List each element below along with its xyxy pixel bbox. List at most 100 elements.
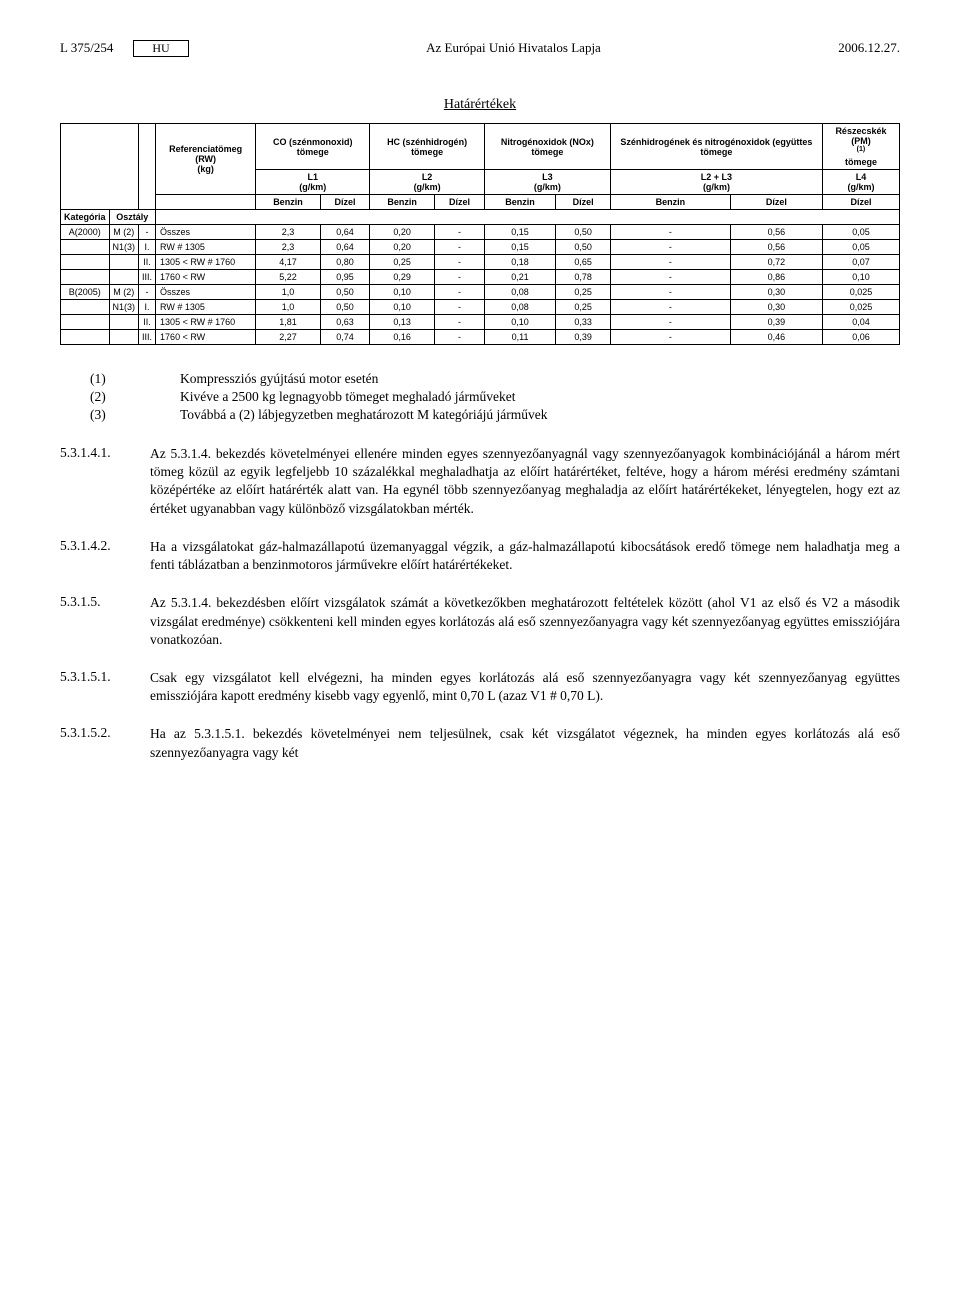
table-cell: I. bbox=[139, 240, 156, 255]
table-cell: 0,72 bbox=[730, 255, 822, 270]
table-cell: 0,29 bbox=[370, 270, 435, 285]
table-row: B(2005)M (2)-Összes1,00,500,10-0,080,25-… bbox=[61, 285, 900, 300]
table-cell: - bbox=[610, 330, 730, 345]
table-cell: 0,63 bbox=[320, 315, 370, 330]
paragraph: 5.3.1.5.Az 5.3.1.4. bekezdésben előírt v… bbox=[60, 594, 900, 649]
fuel-dizel-4: Dízel bbox=[730, 195, 822, 210]
table-row: II.1305 < RW # 17601,810,630,13-0,100,33… bbox=[61, 315, 900, 330]
table-cell: II. bbox=[139, 255, 156, 270]
table-cell bbox=[61, 270, 110, 285]
col-L2: L2(g/km) bbox=[370, 170, 485, 195]
table-cell: - bbox=[435, 240, 485, 255]
table-cell: - bbox=[610, 225, 730, 240]
footnote: (2)Kivéve a 2500 kg legnagyobb tömeget m… bbox=[90, 389, 900, 405]
table-cell: 0,05 bbox=[822, 240, 899, 255]
table-cell: 0,10 bbox=[484, 315, 555, 330]
col-pm: Részecskék (PM)(1)tömege bbox=[822, 124, 899, 170]
table-row: II.1305 < RW # 17604,170,800,25-0,180,65… bbox=[61, 255, 900, 270]
table-cell: Összes bbox=[156, 225, 256, 240]
fuel-benzin-1: Benzin bbox=[256, 195, 321, 210]
table-cell: III. bbox=[139, 270, 156, 285]
table-cell: 0,08 bbox=[484, 300, 555, 315]
paragraph-number: 5.3.1.5. bbox=[60, 594, 150, 649]
table-cell: 0,64 bbox=[320, 240, 370, 255]
footnote: (1)Kompressziós gyújtású motor esetén bbox=[90, 371, 900, 387]
table-cell: - bbox=[610, 300, 730, 315]
fuel-dizel-2: Dízel bbox=[435, 195, 485, 210]
page-header: L 375/254 HU Az Európai Unió Hivatalos L… bbox=[60, 40, 900, 57]
table-cell: 1,0 bbox=[256, 300, 321, 315]
table-cell: 1305 < RW # 1760 bbox=[156, 255, 256, 270]
fuel-dizel-5: Dízel bbox=[822, 195, 899, 210]
fuel-benzin-2: Benzin bbox=[370, 195, 435, 210]
footnote-text: Kivéve a 2500 kg legnagyobb tömeget megh… bbox=[180, 389, 516, 405]
table-cell: 0,07 bbox=[822, 255, 899, 270]
table-cell: Összes bbox=[156, 285, 256, 300]
table-cell: 1305 < RW # 1760 bbox=[156, 315, 256, 330]
paragraph-text: Ha a vizsgálatokat gáz-halmazállapotú üz… bbox=[150, 538, 900, 574]
table-cell: 0,21 bbox=[484, 270, 555, 285]
col-nox: Nitrogénoxidok (NOx) tömege bbox=[484, 124, 610, 170]
table-cell: - bbox=[435, 285, 485, 300]
table-cell: - bbox=[610, 315, 730, 330]
col-L4: L4(g/km) bbox=[822, 170, 899, 195]
table-cell: 0,50 bbox=[556, 240, 611, 255]
paragraph: 5.3.1.5.2.Ha az 5.3.1.5.1. bekezdés köve… bbox=[60, 725, 900, 761]
table-cell: 2,3 bbox=[256, 240, 321, 255]
table-cell: 0,56 bbox=[730, 240, 822, 255]
table-cell: 1760 < RW bbox=[156, 270, 256, 285]
table-cell: I. bbox=[139, 300, 156, 315]
table-cell bbox=[109, 255, 139, 270]
table-cell: - bbox=[610, 285, 730, 300]
col-empty-rw bbox=[156, 195, 256, 210]
table-cell: 0,78 bbox=[556, 270, 611, 285]
table-cell: - bbox=[610, 255, 730, 270]
table-cell: - bbox=[610, 270, 730, 285]
table-cell: III. bbox=[139, 330, 156, 345]
paragraph-number: 5.3.1.5.1. bbox=[60, 669, 150, 705]
footnote-number: (3) bbox=[90, 407, 180, 423]
col-co: CO (szénmonoxid) tömege bbox=[256, 124, 370, 170]
header-center-title: Az Európai Unió Hivatalos Lapja bbox=[426, 40, 601, 56]
fuel-dizel-3: Dízel bbox=[556, 195, 611, 210]
body-paragraphs: 5.3.1.4.1.Az 5.3.1.4. bekezdés követelmé… bbox=[60, 445, 900, 762]
header-hu-box: HU bbox=[133, 40, 188, 57]
table-cell: 2,27 bbox=[256, 330, 321, 345]
table-row: N1(3)I.RW # 13051,00,500,10-0,080,25-0,3… bbox=[61, 300, 900, 315]
table-footnotes: (1)Kompressziós gyújtású motor esetén (2)… bbox=[90, 371, 900, 423]
table-cell: 2,3 bbox=[256, 225, 321, 240]
table-cell: - bbox=[139, 285, 156, 300]
table-cell: 0,20 bbox=[370, 240, 435, 255]
table-cell: M (2) bbox=[109, 225, 139, 240]
table-cell: - bbox=[435, 225, 485, 240]
col-L3: L3(g/km) bbox=[484, 170, 610, 195]
paragraph-text: Az 5.3.1.4. bekezdésben előírt vizsgálat… bbox=[150, 594, 900, 649]
table-cell: - bbox=[610, 240, 730, 255]
table-cell: - bbox=[435, 330, 485, 345]
table-cell: 0,80 bbox=[320, 255, 370, 270]
table-cell: 1,0 bbox=[256, 285, 321, 300]
table-cell: 0,15 bbox=[484, 240, 555, 255]
table-row: A(2000)M (2)-Összes2,30,640,20-0,150,50-… bbox=[61, 225, 900, 240]
table-cell bbox=[61, 330, 110, 345]
table-cell: 0,25 bbox=[556, 285, 611, 300]
table-cell: 0,25 bbox=[556, 300, 611, 315]
col-kategoria: Kategória bbox=[61, 210, 110, 225]
table-cell: N1(3) bbox=[109, 300, 139, 315]
table-cell: - bbox=[435, 315, 485, 330]
table-cell bbox=[61, 240, 110, 255]
table-cell: 0,50 bbox=[556, 225, 611, 240]
header-left-code: L 375/254 bbox=[60, 40, 113, 56]
table-cell: 0,50 bbox=[320, 285, 370, 300]
table-row: III.1760 < RW5,220,950,29-0,210,78-0,860… bbox=[61, 270, 900, 285]
table-cell: 0,30 bbox=[730, 300, 822, 315]
table-cell: 0,08 bbox=[484, 285, 555, 300]
footnote-text: Kompressziós gyújtású motor esetén bbox=[180, 371, 378, 387]
col-refmass: Referenciatömeg (RW)(kg) bbox=[156, 124, 256, 195]
table-cell: 0,86 bbox=[730, 270, 822, 285]
paragraph: 5.3.1.4.2.Ha a vizsgálatokat gáz-halmazá… bbox=[60, 538, 900, 574]
header-date: 2006.12.27. bbox=[838, 40, 900, 56]
col-osztaly-spacer bbox=[139, 124, 156, 210]
table-cell: - bbox=[139, 225, 156, 240]
col-osztaly: Osztály bbox=[109, 210, 156, 225]
